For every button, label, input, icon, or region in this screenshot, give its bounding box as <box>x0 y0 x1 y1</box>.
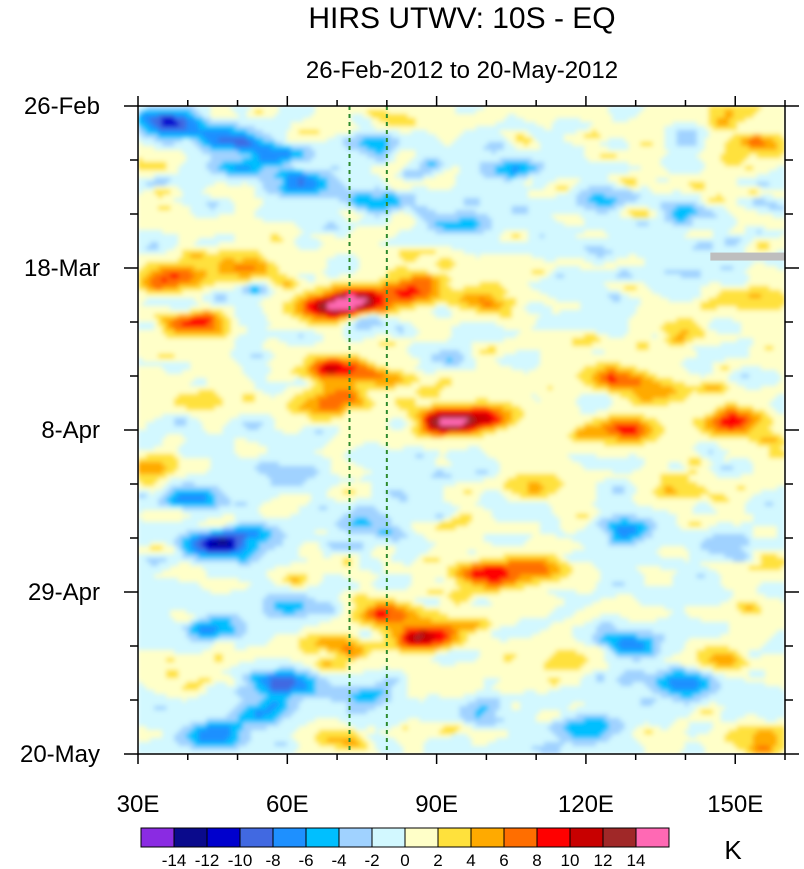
colorbar-label: 8 <box>532 851 541 869</box>
colorbar-swatch <box>471 828 504 847</box>
y-tick-label: 18-Mar <box>24 255 100 282</box>
colorbar-label: 12 <box>594 851 613 869</box>
colorbar-swatch <box>405 828 438 847</box>
x-tick-label: 150E <box>707 791 763 818</box>
colorbar-swatch <box>240 828 273 847</box>
colorbar-label: 2 <box>433 851 442 869</box>
colorbar: -14 -12 -10 -8 -6 -4 -2 0 2 4 6 8 10 12 14 <box>141 828 669 869</box>
colorbar-swatch <box>438 828 471 847</box>
heatmap-field <box>138 106 785 754</box>
colorbar-label: 4 <box>466 851 475 869</box>
y-tick-label: 26-Feb <box>24 93 100 120</box>
y-tick-label: 20-May <box>20 741 100 768</box>
plot-area <box>138 106 785 754</box>
colorbar-label: 6 <box>499 851 508 869</box>
colorbar-swatch <box>207 828 240 847</box>
colorbar-label: -10 <box>228 851 253 869</box>
chart-title: HIRS UTWV: 10S - EQ <box>308 2 615 35</box>
colorbar-swatch <box>273 828 306 847</box>
colorbar-swatch <box>603 828 636 847</box>
colorbar-label: 14 <box>627 851 646 869</box>
colorbar-swatch <box>141 828 174 847</box>
colorbar-label: -2 <box>364 851 379 869</box>
colorbar-swatch <box>504 828 537 847</box>
y-tick-label: 29-Apr <box>28 579 100 606</box>
x-tick-label: 90E <box>415 791 458 818</box>
colorbar-swatch <box>339 828 372 847</box>
colorbar-label: -12 <box>195 851 220 869</box>
colorbar-label: 10 <box>561 851 580 869</box>
colorbar-unit-label: K <box>724 835 742 865</box>
missing-data-patch <box>710 253 785 261</box>
x-tick-label: 30E <box>117 791 160 818</box>
colorbar-label: -4 <box>331 851 346 869</box>
colorbar-swatch <box>636 828 669 847</box>
colorbar-swatch <box>306 828 339 847</box>
colorbar-label: -6 <box>298 851 313 869</box>
colorbar-label: -8 <box>265 851 280 869</box>
y-tick-label: 8-Apr <box>41 417 100 444</box>
x-tick-label: 60E <box>266 791 309 818</box>
colorbar-label: -14 <box>162 851 187 869</box>
colorbar-swatch <box>174 828 207 847</box>
colorbar-swatch <box>372 828 405 847</box>
colorbar-swatch <box>537 828 570 847</box>
x-tick-label: 120E <box>558 791 614 818</box>
colorbar-swatch <box>570 828 603 847</box>
chart-subtitle: 26-Feb-2012 to 20-May-2012 <box>306 57 618 84</box>
colorbar-label: 0 <box>400 851 409 869</box>
